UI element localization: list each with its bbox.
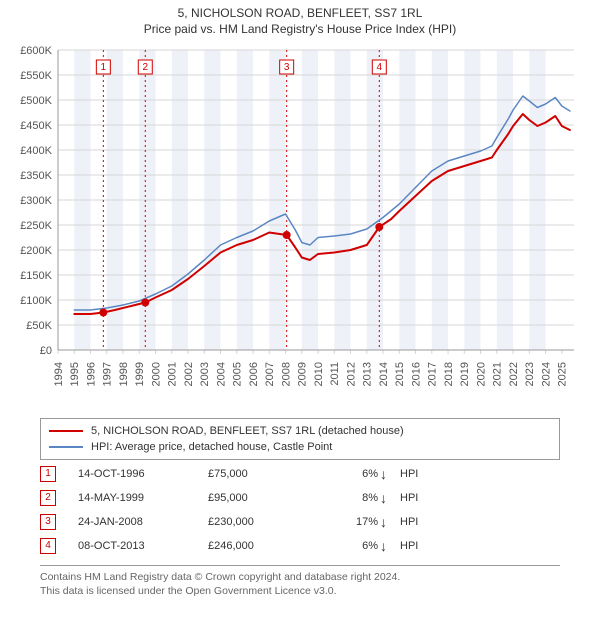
tx-diff: 6% xyxy=(308,468,378,480)
svg-text:2010: 2010 xyxy=(313,362,325,386)
svg-text:£400K: £400K xyxy=(20,145,52,157)
svg-text:2004: 2004 xyxy=(215,362,227,386)
tx-price: £95,000 xyxy=(208,492,308,504)
svg-text:1: 1 xyxy=(101,62,107,73)
svg-text:1994: 1994 xyxy=(53,362,65,386)
svg-text:2015: 2015 xyxy=(394,362,406,386)
svg-text:£600K: £600K xyxy=(20,45,52,57)
tx-hpi-label: HPI xyxy=(400,492,418,504)
svg-text:2008: 2008 xyxy=(280,362,292,386)
table-row: 2 14-MAY-1999 £95,000 8% ↓ HPI xyxy=(40,486,560,510)
svg-text:2021: 2021 xyxy=(492,362,504,386)
svg-text:£300K: £300K xyxy=(20,195,52,207)
svg-text:2013: 2013 xyxy=(362,362,374,386)
chart-container: £0 £50K £100K £150K £200K £250K £300K £350K £400… xyxy=(10,40,590,410)
svg-text:£250K: £250K xyxy=(20,220,52,232)
svg-text:2000: 2000 xyxy=(150,362,162,386)
tx-hpi-label: HPI xyxy=(400,516,418,528)
price-chart: £0 £50K £100K £150K £200K £250K £300K £350K £400… xyxy=(10,40,590,410)
tx-hpi-label: HPI xyxy=(400,540,418,552)
tx-marker-3: 3 xyxy=(40,514,56,530)
svg-text:2022: 2022 xyxy=(508,362,520,386)
svg-text:2009: 2009 xyxy=(297,362,309,386)
chart-title: 5, NICHOLSON ROAD, BENFLEET, SS7 1RL xyxy=(0,6,600,20)
transactions-table: 1 14-OCT-1996 £75,000 6% ↓ HPI 2 14-MAY-… xyxy=(40,462,560,558)
tx-price: £75,000 xyxy=(208,468,308,480)
legend-label-hpi: HPI: Average price, detached house, Cast… xyxy=(91,441,332,453)
svg-text:2006: 2006 xyxy=(248,362,260,386)
down-arrow-icon: ↓ xyxy=(378,466,400,482)
legend-box: 5, NICHOLSON ROAD, BENFLEET, SS7 1RL (de… xyxy=(40,418,560,460)
svg-text:2005: 2005 xyxy=(232,362,244,386)
svg-text:2011: 2011 xyxy=(329,362,341,386)
svg-text:2012: 2012 xyxy=(345,362,357,386)
svg-text:2025: 2025 xyxy=(557,362,569,386)
svg-text:1997: 1997 xyxy=(102,362,114,386)
tx-marker-1: 1 xyxy=(40,466,56,482)
attribution-line2: This data is licensed under the Open Gov… xyxy=(40,584,560,598)
svg-text:£50K: £50K xyxy=(26,320,52,332)
svg-text:£150K: £150K xyxy=(20,270,52,282)
svg-text:2014: 2014 xyxy=(378,362,390,386)
attribution-line1: Contains HM Land Registry data © Crown c… xyxy=(40,570,560,584)
table-row: 1 14-OCT-1996 £75,000 6% ↓ HPI xyxy=(40,462,560,486)
tx-date: 14-MAY-1999 xyxy=(78,492,208,504)
svg-text:2: 2 xyxy=(142,62,148,73)
legend-label-price-paid: 5, NICHOLSON ROAD, BENFLEET, SS7 1RL (de… xyxy=(91,425,404,437)
svg-text:2018: 2018 xyxy=(443,362,455,386)
tx-marker-4: 4 xyxy=(40,538,56,554)
svg-text:£350K: £350K xyxy=(20,170,52,182)
down-arrow-icon: ↓ xyxy=(378,490,400,506)
table-row: 4 08-OCT-2013 £246,000 6% ↓ HPI xyxy=(40,534,560,558)
svg-text:£0: £0 xyxy=(40,345,52,357)
svg-text:2002: 2002 xyxy=(183,362,195,386)
legend-row-price-paid: 5, NICHOLSON ROAD, BENFLEET, SS7 1RL (de… xyxy=(49,423,551,439)
tx-hpi-label: HPI xyxy=(400,468,418,480)
svg-text:2016: 2016 xyxy=(410,362,422,386)
tx-date: 24-JAN-2008 xyxy=(78,516,208,528)
chart-subtitle: Price paid vs. HM Land Registry's House … xyxy=(0,22,600,36)
legend-swatch-hpi xyxy=(49,446,83,448)
svg-text:£200K: £200K xyxy=(20,245,52,257)
svg-text:2023: 2023 xyxy=(524,362,536,386)
svg-text:1998: 1998 xyxy=(118,362,130,386)
svg-text:2003: 2003 xyxy=(199,362,211,386)
svg-text:2024: 2024 xyxy=(540,362,552,386)
svg-text:2007: 2007 xyxy=(264,362,276,386)
tx-marker-2: 2 xyxy=(40,490,56,506)
table-row: 3 24-JAN-2008 £230,000 17% ↓ HPI xyxy=(40,510,560,534)
svg-text:£500K: £500K xyxy=(20,95,52,107)
page-root: 5, NICHOLSON ROAD, BENFLEET, SS7 1RL Pri… xyxy=(0,0,600,620)
svg-text:£550K: £550K xyxy=(20,70,52,82)
svg-text:4: 4 xyxy=(377,62,383,73)
svg-text:1995: 1995 xyxy=(69,362,81,386)
svg-text:£100K: £100K xyxy=(20,295,52,307)
tx-diff: 17% xyxy=(308,516,378,528)
tx-diff: 6% xyxy=(308,540,378,552)
svg-text:2019: 2019 xyxy=(459,362,471,386)
down-arrow-icon: ↓ xyxy=(378,514,400,530)
svg-text:2017: 2017 xyxy=(427,362,439,386)
legend-swatch-price-paid xyxy=(49,430,83,432)
svg-text:1999: 1999 xyxy=(134,362,146,386)
svg-text:3: 3 xyxy=(284,62,290,73)
tx-date: 08-OCT-2013 xyxy=(78,540,208,552)
svg-text:1996: 1996 xyxy=(85,362,97,386)
tx-price: £246,000 xyxy=(208,540,308,552)
svg-text:2020: 2020 xyxy=(475,362,487,386)
svg-text:2001: 2001 xyxy=(167,362,179,386)
legend-row-hpi: HPI: Average price, detached house, Cast… xyxy=(49,439,551,455)
attribution-block: Contains HM Land Registry data © Crown c… xyxy=(40,565,560,598)
tx-diff: 8% xyxy=(308,492,378,504)
tx-date: 14-OCT-1996 xyxy=(78,468,208,480)
tx-price: £230,000 xyxy=(208,516,308,528)
down-arrow-icon: ↓ xyxy=(378,538,400,554)
svg-text:£450K: £450K xyxy=(20,120,52,132)
